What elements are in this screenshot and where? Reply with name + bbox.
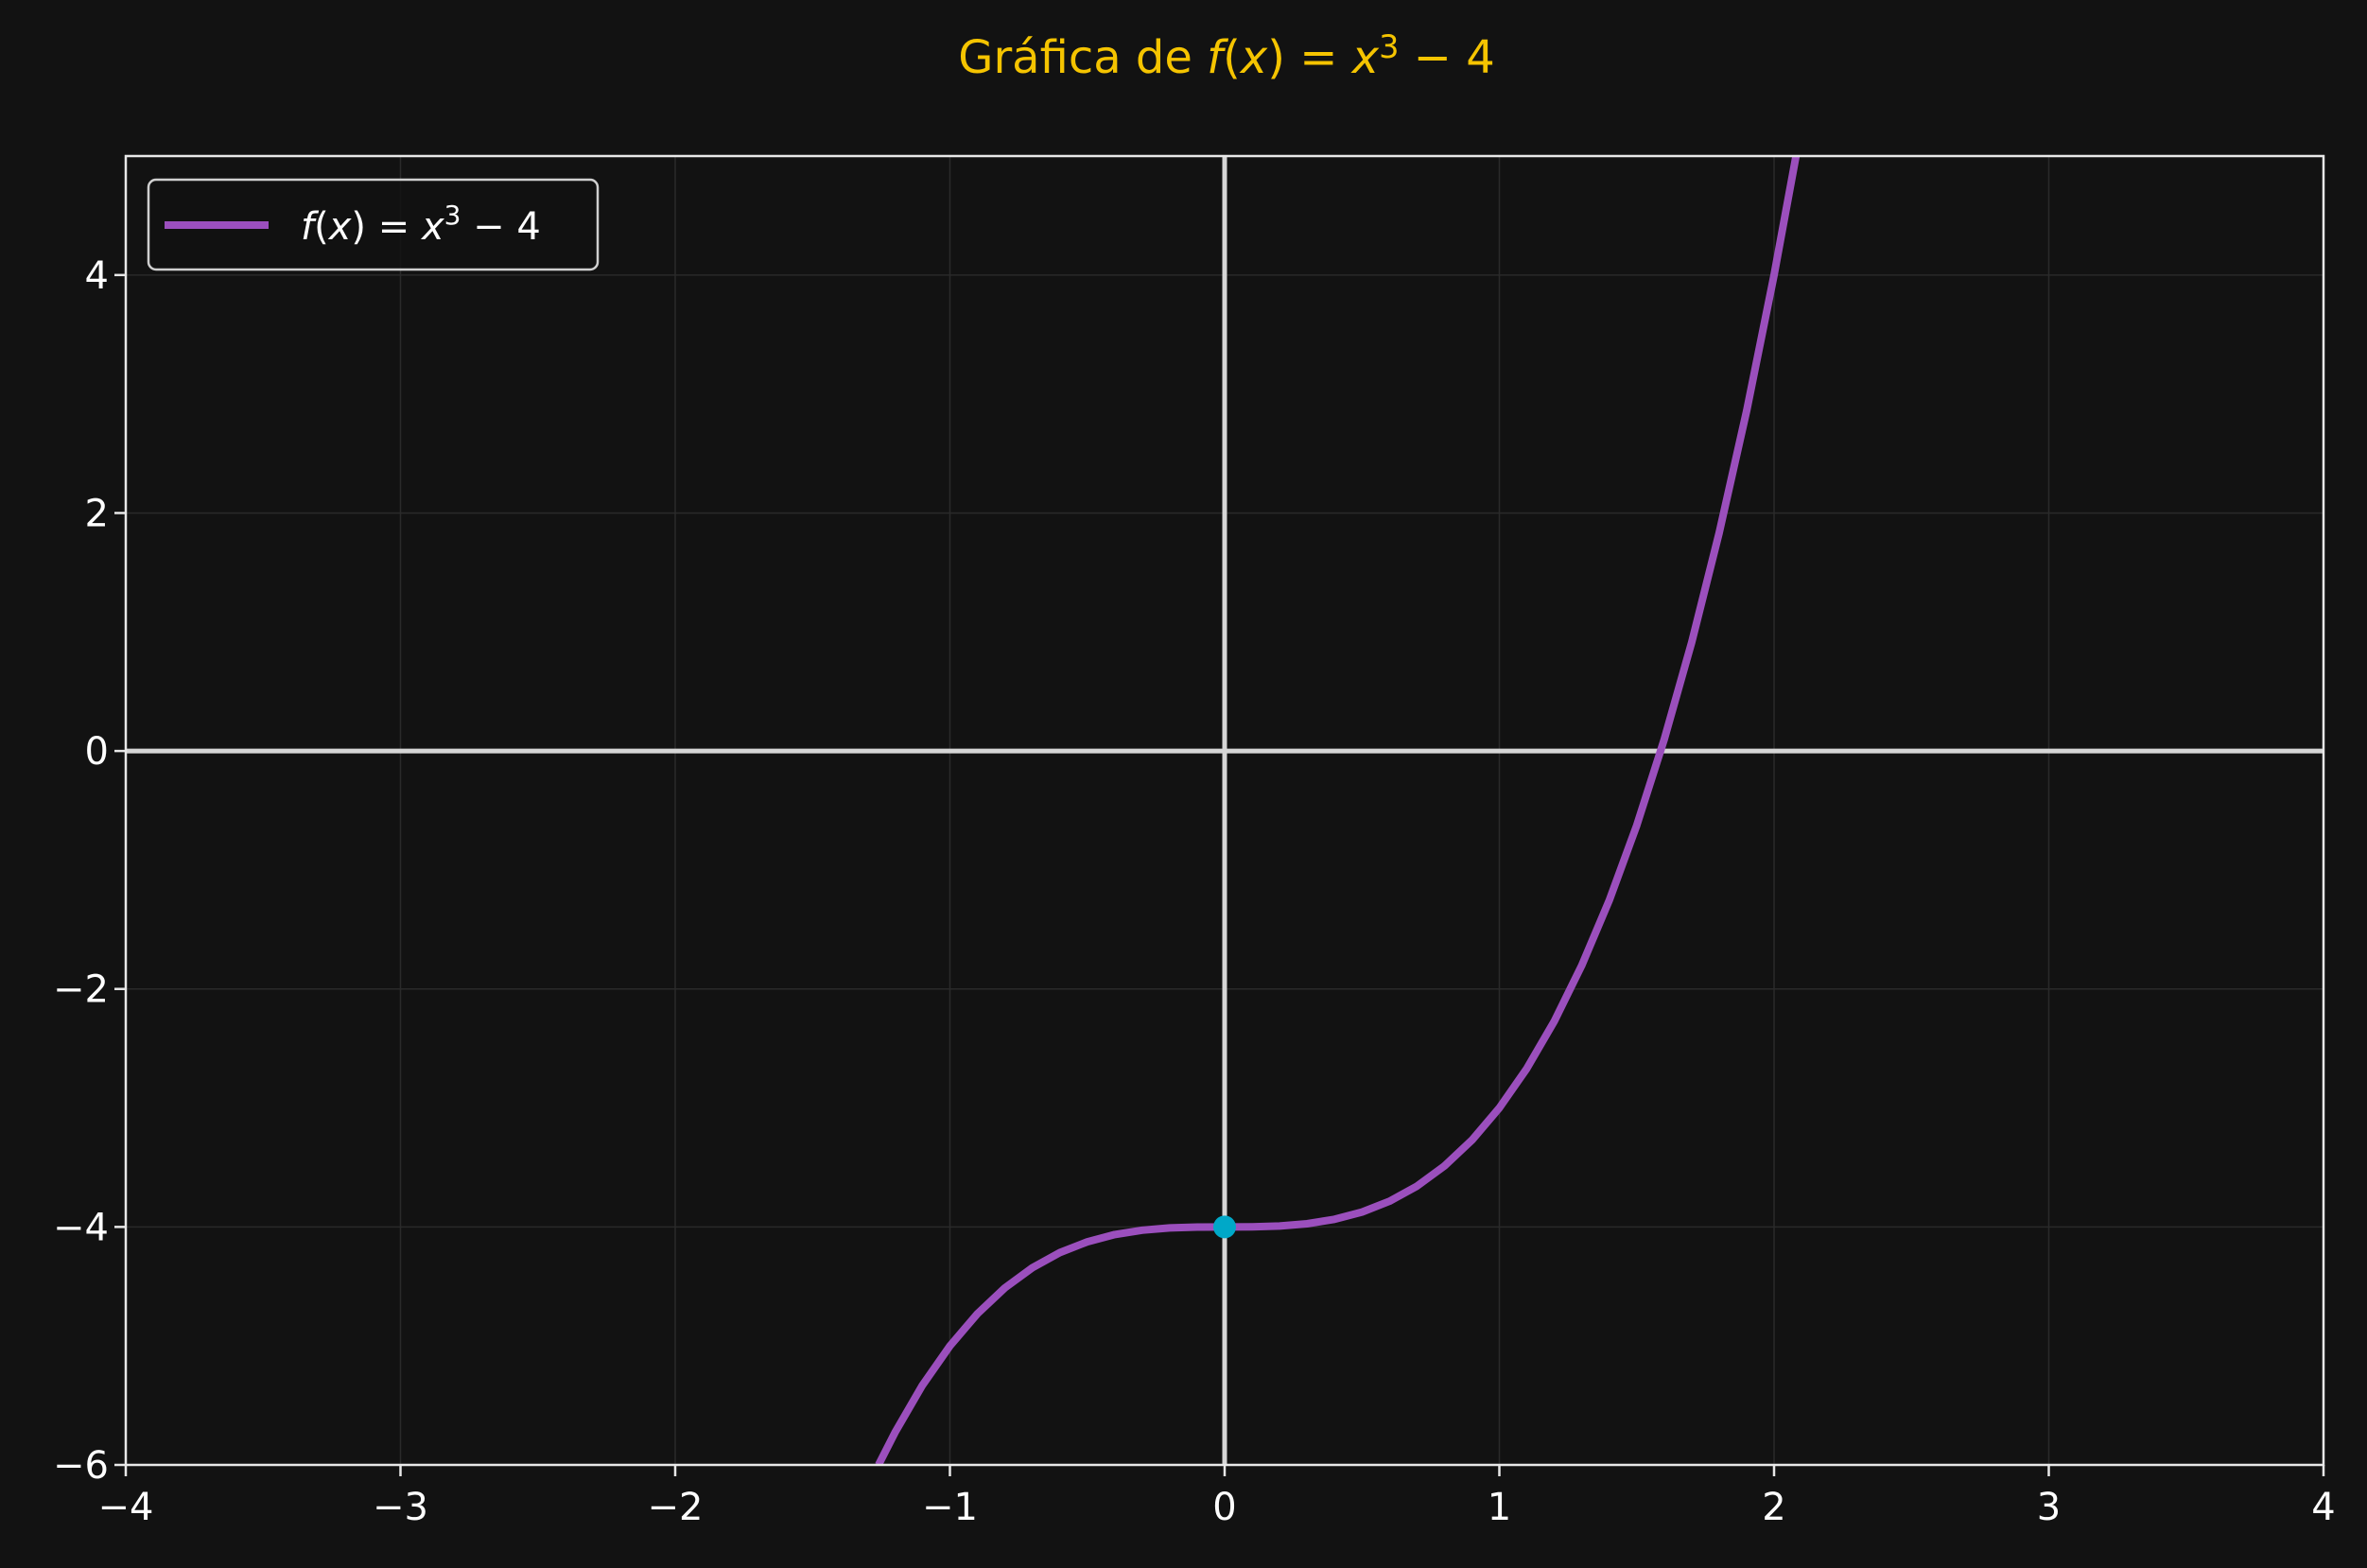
text-part: ( [1223,31,1241,84]
zero-axis-lines [126,156,2323,1465]
text-part: x [1239,31,1268,84]
legend-label: f(x) = x3 − 4 [301,200,541,249]
series-layer [875,156,1801,1465]
text-part: ) = [351,205,422,249]
text-part: x [420,205,444,249]
y-tick-label: −6 [53,1444,109,1488]
y-tick-label: −2 [53,968,109,1012]
text-part: − 4 [461,205,540,249]
x-tick-label: 3 [2037,1486,2061,1529]
text-part: x [327,205,352,249]
chart-title: Gráfica de f(x) = x3 − 4 [958,28,1494,84]
x-tick-label: −3 [373,1486,428,1529]
series-line [875,156,1801,1465]
x-tick-label: 1 [1488,1486,1511,1529]
text-part: 3 [444,200,461,231]
x-tick-label: 4 [2311,1486,2335,1529]
x-tick-label: 2 [1762,1486,1785,1529]
x-tick-label: −4 [98,1486,154,1529]
legend-box [147,178,600,271]
x-tick-label: −1 [922,1486,978,1529]
y-tick-label: 0 [85,730,109,774]
x-tick-label: −2 [648,1486,704,1529]
text-part: − 4 [1399,31,1494,84]
legend: f(x) = x3 − 4 [147,178,600,271]
text-part: Gráfica de [958,31,1207,84]
text-part: 3 [1379,28,1399,65]
highlight-point [1213,1215,1236,1239]
x-tick-label: 0 [1212,1486,1236,1529]
text-part: ( [314,205,329,249]
text-part: x [1350,31,1380,84]
text-part: ) = [1267,31,1351,84]
y-tick-label: −4 [53,1206,109,1249]
y-tick-label: 2 [85,492,109,535]
y-tick-label: 4 [85,254,109,298]
